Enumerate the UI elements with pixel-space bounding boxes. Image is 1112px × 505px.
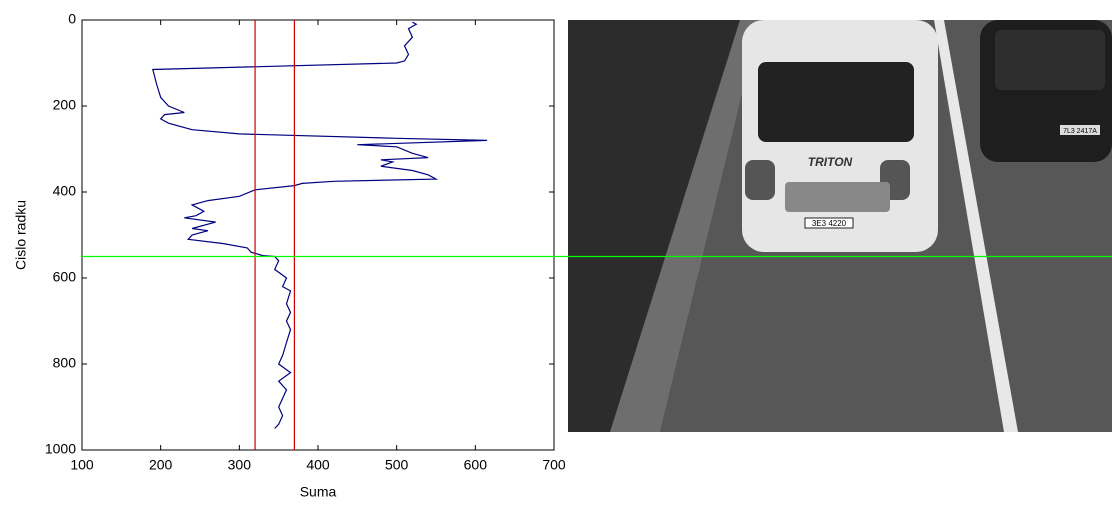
y-axis-label: Cislo radku xyxy=(13,200,29,270)
x-tick-label: 200 xyxy=(149,457,173,473)
photo: 3E3 4220 TRITON 7L3 2417A xyxy=(568,20,1112,432)
y-tick-label: 1000 xyxy=(45,441,76,457)
y-tick-label: 200 xyxy=(53,97,77,113)
van-grille xyxy=(785,182,890,212)
y-tick-label: 400 xyxy=(53,183,77,199)
x-tick-label: 100 xyxy=(70,457,94,473)
van-logo: TRITON xyxy=(808,155,853,169)
x-tick-label: 500 xyxy=(385,457,409,473)
van-windshield xyxy=(758,62,914,142)
car-window xyxy=(995,30,1105,90)
axes-box xyxy=(82,20,554,450)
x-tick-label: 600 xyxy=(464,457,488,473)
figure: 3E3 4220 TRITON 7L3 2417A Suma Cislo rad… xyxy=(0,0,1112,505)
x-tick-label: 300 xyxy=(228,457,252,473)
page: {"chart_data": {"type": "line", "xlabel"… xyxy=(0,0,1112,505)
van-plate: 3E3 4220 xyxy=(812,219,847,228)
x-tick-label: 400 xyxy=(306,457,330,473)
x-tick-label: 700 xyxy=(542,457,566,473)
x-axis-label: Suma xyxy=(300,484,337,500)
y-tick-label: 800 xyxy=(53,355,77,371)
van-light xyxy=(745,160,775,200)
y-tick-label: 0 xyxy=(68,11,76,27)
car-plate: 7L3 2417A xyxy=(1063,128,1097,135)
y-tick-label: 600 xyxy=(53,269,77,285)
